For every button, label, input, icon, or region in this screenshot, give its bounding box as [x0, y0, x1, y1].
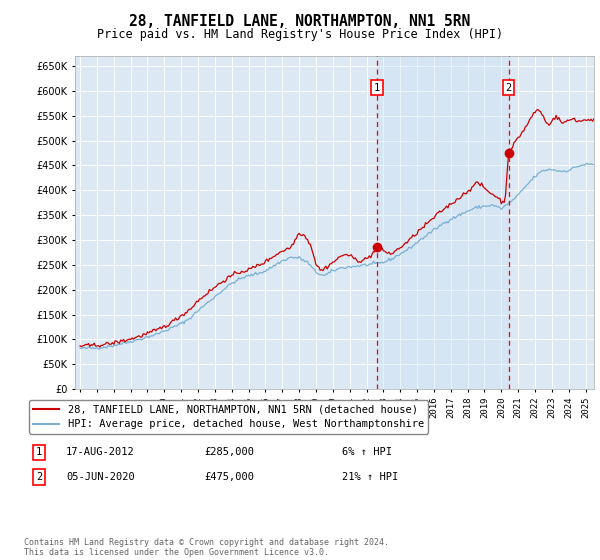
Text: 05-JUN-2020: 05-JUN-2020 — [66, 472, 135, 482]
Text: 1: 1 — [36, 447, 42, 458]
Text: 2: 2 — [36, 472, 42, 482]
Text: 21% ↑ HPI: 21% ↑ HPI — [342, 472, 398, 482]
Text: 17-AUG-2012: 17-AUG-2012 — [66, 447, 135, 458]
Text: £285,000: £285,000 — [204, 447, 254, 458]
Text: 6% ↑ HPI: 6% ↑ HPI — [342, 447, 392, 458]
Text: £475,000: £475,000 — [204, 472, 254, 482]
Legend: 28, TANFIELD LANE, NORTHAMPTON, NN1 5RN (detached house), HPI: Average price, de: 28, TANFIELD LANE, NORTHAMPTON, NN1 5RN … — [29, 400, 428, 433]
Bar — [377, 56, 509, 389]
Text: 2: 2 — [505, 83, 512, 92]
Text: Contains HM Land Registry data © Crown copyright and database right 2024.
This d: Contains HM Land Registry data © Crown c… — [24, 538, 389, 557]
Text: 1: 1 — [374, 83, 380, 92]
Text: Price paid vs. HM Land Registry's House Price Index (HPI): Price paid vs. HM Land Registry's House … — [97, 28, 503, 41]
Text: 28, TANFIELD LANE, NORTHAMPTON, NN1 5RN: 28, TANFIELD LANE, NORTHAMPTON, NN1 5RN — [130, 14, 470, 29]
